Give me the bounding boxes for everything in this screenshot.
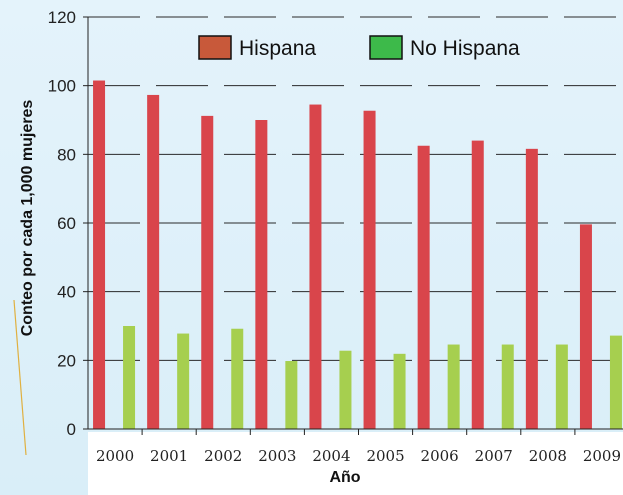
bar-hispana-2006 [417, 145, 430, 429]
legend-label-hispana: Hispana [239, 37, 316, 60]
bar-hispana-2004 [309, 104, 322, 430]
y-tick-label: 20 [57, 351, 76, 370]
x-tick-label: 2009 [583, 447, 621, 465]
x-tick-label: 2008 [529, 447, 567, 465]
bar-no-hispana-2005 [393, 353, 406, 429]
bar-no-hispana-2002 [231, 328, 244, 429]
y-tick-label: 0 [67, 420, 76, 439]
x-tick-label: 2001 [150, 447, 188, 465]
axes [83, 16, 623, 435]
bar-hispana-2002 [201, 115, 214, 429]
x-tick-label: 2007 [475, 447, 513, 465]
bar-no-hispana-2003 [285, 361, 298, 429]
x-axis-title: Año [329, 469, 360, 486]
legend: Hispana No Hispana [198, 35, 520, 60]
x-tick-label: 2006 [421, 447, 459, 465]
bar-no-hispana-2001 [177, 333, 190, 429]
y-tick-label: 60 [57, 214, 76, 233]
x-tick-label: 2002 [204, 447, 242, 465]
bar-no-hispana-2006 [447, 344, 460, 429]
legend-swatch-hispana [198, 35, 232, 60]
bar-hispana-2000 [93, 80, 106, 430]
y-tick-labels: 0 20 40 60 80 100 120 [48, 8, 76, 439]
y-tick-label: 40 [57, 283, 76, 302]
bar-hispana-2007 [471, 140, 484, 429]
bars [93, 80, 622, 430]
legend-swatch-no-hispana [369, 35, 403, 60]
decorative-left-line [13, 299, 27, 456]
x-tick-labels: 2000 2001 2002 2003 2004 2005 2006 2007 2008 2009 [96, 447, 621, 465]
x-tick-label: 2003 [258, 447, 296, 465]
y-tick-label: 100 [48, 77, 76, 96]
bar-no-hispana-2008 [555, 344, 568, 429]
bar-no-hispana-2009 [609, 335, 622, 429]
y-tick-label: 80 [57, 145, 76, 164]
bar-hispana-2001 [147, 94, 160, 429]
y-axis-title: Conteo por cada 1,000 mujeres [19, 100, 36, 337]
bar-no-hispana-2000 [123, 326, 136, 429]
bar-hispana-2003 [255, 120, 268, 429]
y-tick-label: 120 [48, 8, 76, 27]
x-axis-area [88, 432, 623, 495]
bar-hispana-2008 [525, 148, 538, 429]
legend-label-no-hispana: No Hispana [410, 37, 520, 60]
bar-hispana-2005 [363, 110, 376, 429]
x-tick-label: 2005 [366, 447, 404, 465]
bar-hispana-2009 [579, 224, 592, 429]
bar-no-hispana-2004 [339, 350, 352, 429]
x-tick-label: 2000 [96, 447, 134, 465]
x-tick-label: 2004 [312, 447, 350, 465]
bar-no-hispana-2007 [501, 344, 514, 429]
